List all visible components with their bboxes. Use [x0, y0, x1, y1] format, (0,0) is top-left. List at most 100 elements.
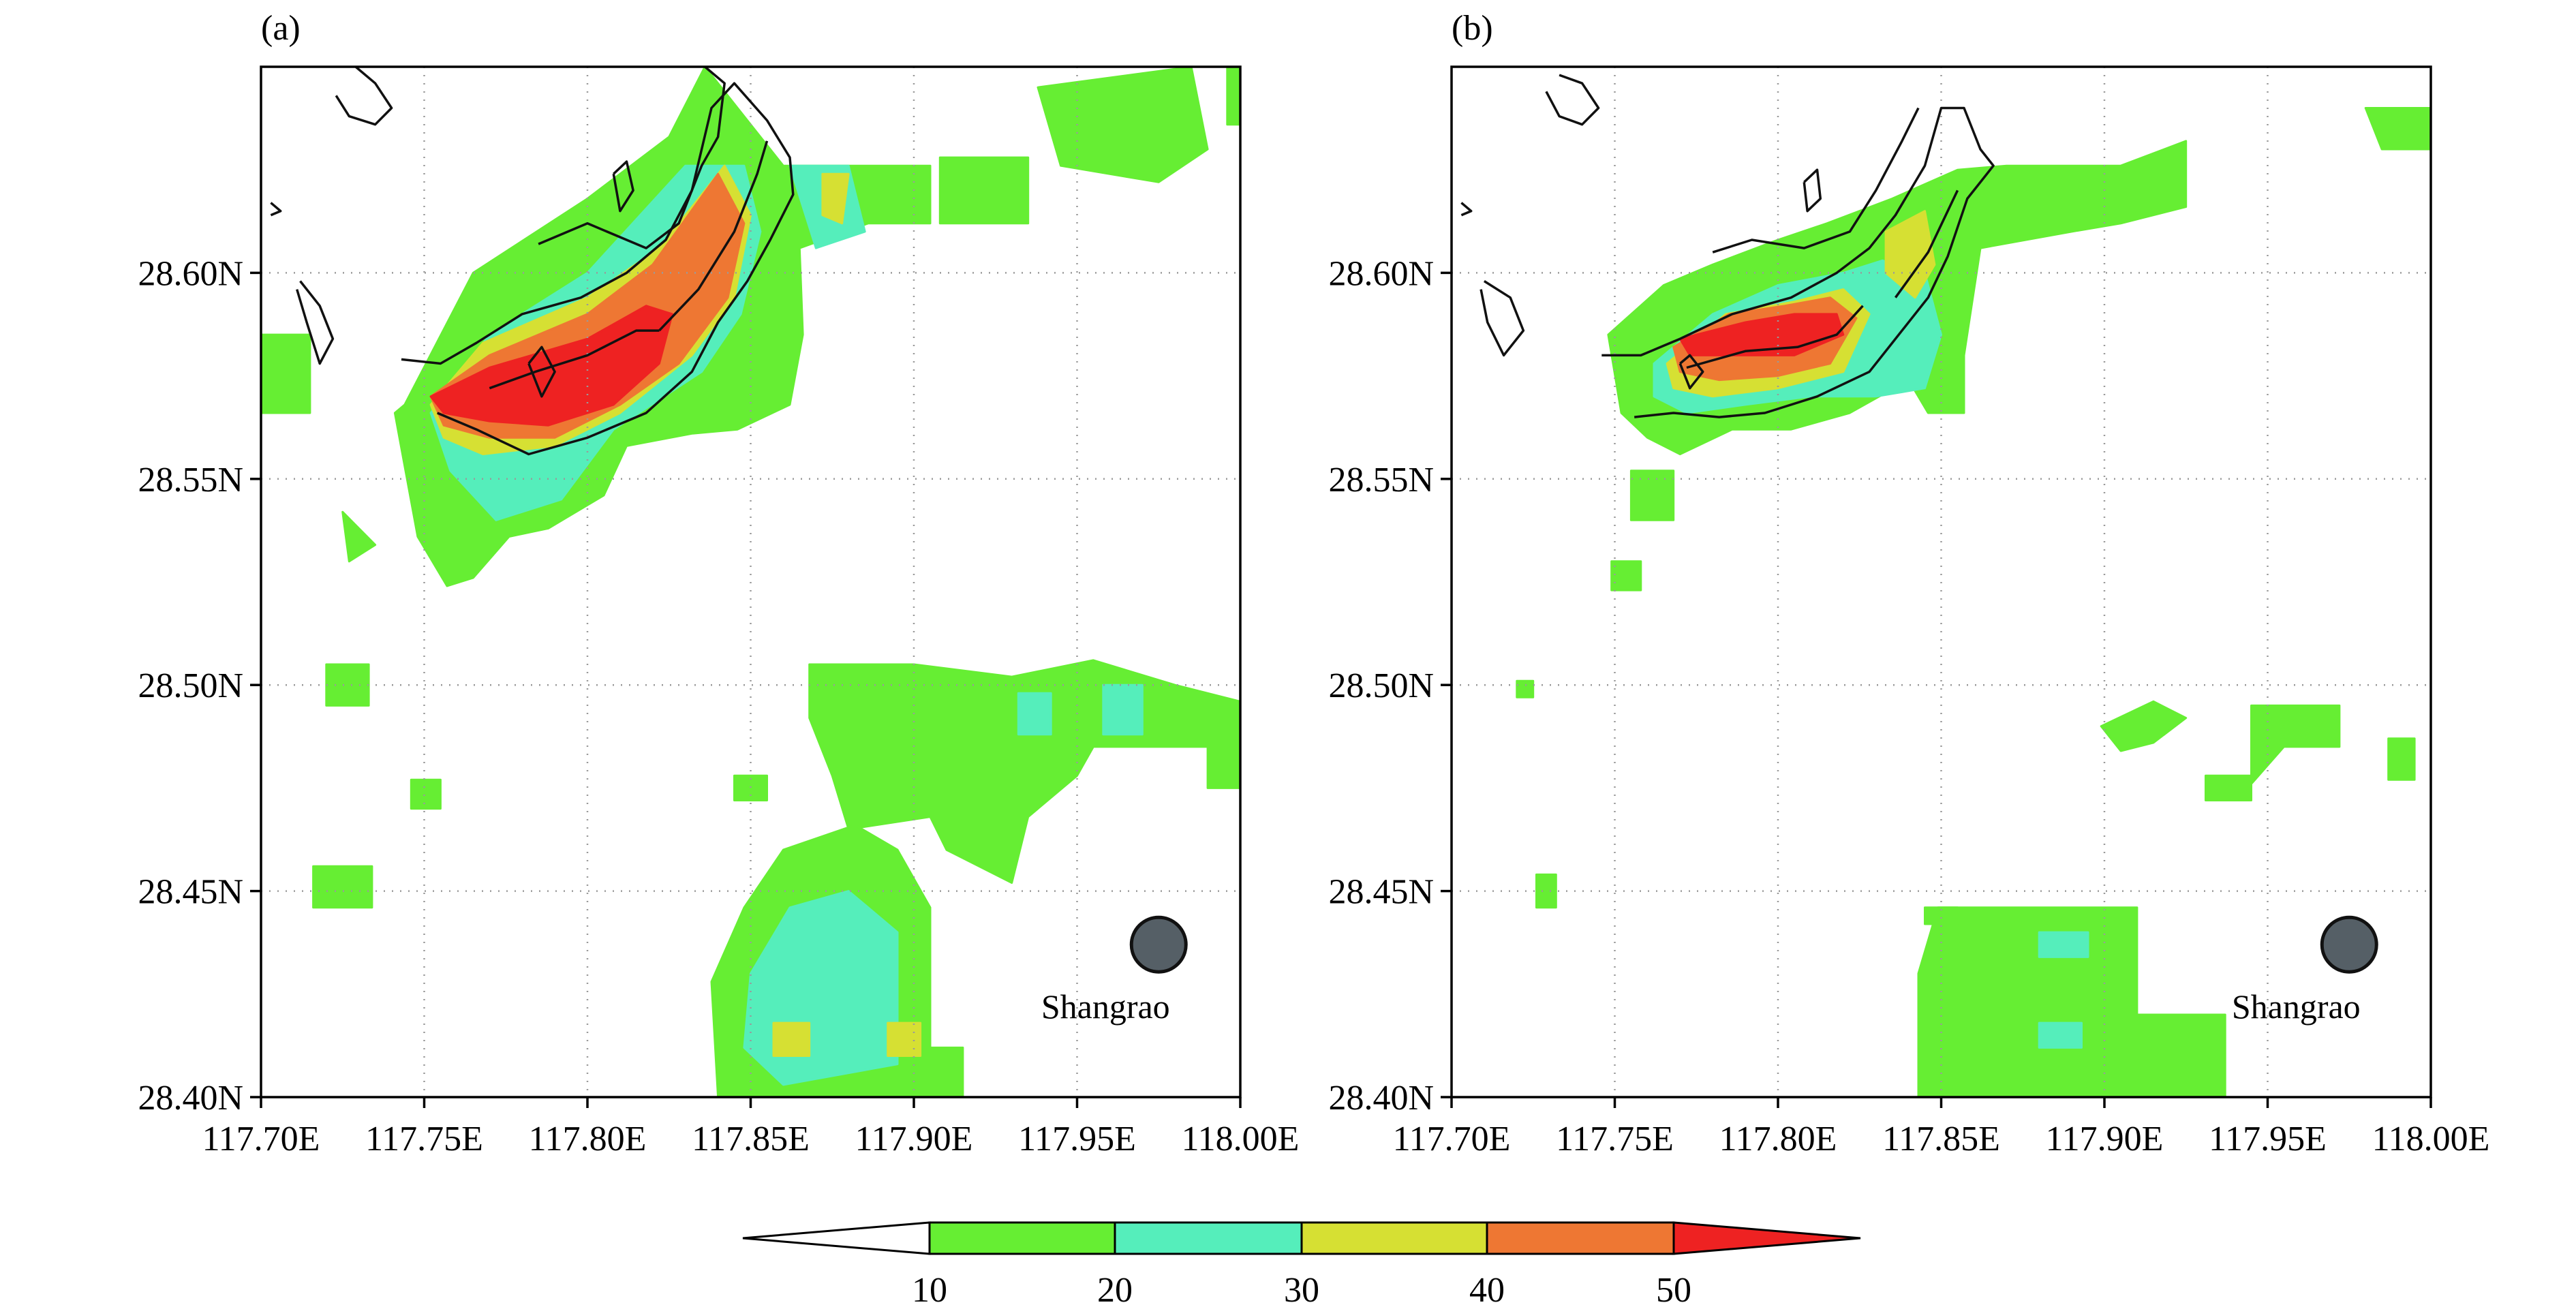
colorbar-segment	[928, 1221, 1116, 1255]
y-tick-label: 28.55N	[138, 461, 243, 499]
panel-label: (b)	[1452, 9, 1493, 48]
coastline	[612, 160, 634, 213]
x-tick-label: 117.70E	[1393, 1120, 1511, 1158]
precip-level-1-zone	[312, 865, 373, 909]
coastline	[401, 82, 795, 456]
coastline	[270, 202, 282, 217]
precip-level-1-zone	[2100, 700, 2188, 752]
grid	[1452, 67, 2431, 1097]
coastline	[658, 140, 769, 332]
coastline	[335, 67, 393, 126]
y-tick-label: 28.45N	[138, 873, 243, 912]
precip-level-1-zone	[410, 778, 442, 810]
x-axis: 117.70E 117.75E 117.80E 117.85E 117.90E 117.9…	[202, 1097, 1300, 1158]
precip-level-1-zone	[2364, 107, 2431, 151]
colorbar-tick-label: 10	[912, 1271, 947, 1307]
station-marker-icon	[2320, 915, 2378, 974]
panel-b: 117.70E 117.75E 117.80E 117.85E 117.90E 117.9…	[1328, 9, 2489, 1158]
colorbar-tick-label: 50	[1656, 1271, 1691, 1307]
colorbar-tick-label: 30	[1284, 1271, 1319, 1307]
precip-level-1-zone	[1924, 906, 1959, 925]
precip-level-1-zone	[1629, 470, 1675, 521]
y-tick-label: 28.50N	[1328, 666, 1434, 705]
x-tick-label: 117.70E	[202, 1120, 320, 1158]
coastline	[1460, 202, 1473, 217]
coastline	[1545, 74, 1600, 126]
precip-level-1-zone	[1037, 67, 1209, 183]
precip-level-1-zone	[1917, 906, 2226, 1097]
coastline	[1479, 280, 1525, 357]
colorbar: 10 20 30 40 50	[742, 1221, 1861, 1307]
precip-level-1-zone	[733, 774, 768, 801]
precip-level-3-zone	[821, 172, 850, 225]
coastlines	[1460, 74, 1995, 418]
precip-level-3-zone	[887, 1021, 922, 1057]
precip-fill	[1516, 107, 2431, 1097]
panel-a: 117.70E 117.75E 117.80E 117.85E 117.90E 117.9…	[138, 9, 1299, 1158]
coastline	[1712, 107, 1920, 253]
colorbar-high-extend	[1672, 1221, 1861, 1255]
precip-level-1-zone	[1610, 560, 1642, 591]
x-axis: 117.70E 117.75E 117.80E 117.85E 117.90E 117.9…	[1393, 1097, 2490, 1158]
coastline	[1803, 168, 1822, 213]
y-tick-label: 28.40N	[138, 1079, 243, 1118]
y-tick-label: 28.60N	[138, 254, 243, 293]
grid	[261, 67, 1240, 1097]
y-tick-label: 28.55N	[1328, 461, 1434, 499]
precip-level-2-zone	[2038, 1021, 2083, 1049]
x-tick-label: 117.80E	[1719, 1120, 1837, 1158]
station-label: Shangrao	[1041, 987, 1170, 1026]
panels: 117.70E 117.75E 117.80E 117.85E 117.90E 117.9…	[138, 9, 2489, 1158]
y-tick-label: 28.50N	[138, 666, 243, 705]
precip-level-1-zone	[1516, 679, 1535, 698]
x-tick-label: 117.90E	[855, 1120, 973, 1158]
precip-level-1-zone	[2205, 774, 2252, 801]
colorbar-tick-label: 20	[1097, 1271, 1133, 1307]
coastline	[1678, 354, 1704, 390]
colorbar-segment	[1486, 1221, 1675, 1255]
y-axis: 28.40N 28.45N 28.50N 28.55N 28.60N	[1328, 254, 1452, 1118]
precip-level-1-zone	[1226, 67, 1240, 126]
precip-level-1-zone	[938, 156, 1030, 225]
station-marker-icon	[1129, 915, 1188, 974]
precip-level-1-zone	[1535, 873, 1557, 909]
x-tick-label: 117.80E	[529, 1120, 647, 1158]
x-tick-label: 118.00E	[2372, 1120, 2490, 1158]
x-tick-label: 118.00E	[1182, 1120, 1300, 1158]
x-tick-label: 117.90E	[2046, 1120, 2164, 1158]
colorbar-tick-label: 40	[1469, 1271, 1505, 1307]
x-tick-label: 117.85E	[1882, 1120, 2000, 1158]
coastline	[1894, 189, 1959, 298]
colorbar-low-extend	[742, 1221, 931, 1255]
x-tick-label: 117.95E	[2209, 1120, 2327, 1158]
x-tick-label: 117.75E	[365, 1120, 483, 1158]
precip-level-1-zone	[341, 510, 377, 563]
coastline	[1601, 106, 1995, 418]
precip-level-2-zone	[1102, 683, 1144, 736]
coastline	[1686, 305, 1864, 369]
precip-level-3-zone	[772, 1021, 811, 1057]
precip-level-1-zone	[2387, 737, 2416, 781]
precip-level-1-zone	[325, 663, 370, 707]
y-tick-label: 28.40N	[1328, 1079, 1434, 1118]
coastline	[296, 280, 335, 365]
precip-level-1-zone	[261, 333, 311, 414]
precip-level-3-zone	[1884, 210, 1936, 299]
coastline	[538, 67, 726, 249]
precip-level-1-zone	[2250, 704, 2341, 785]
x-tick-label: 117.95E	[1018, 1120, 1136, 1158]
coastlines	[270, 67, 795, 456]
coastline	[489, 329, 660, 390]
panel-label: (a)	[261, 9, 301, 48]
x-tick-label: 117.85E	[692, 1120, 810, 1158]
y-tick-label: 28.60N	[1328, 254, 1434, 293]
y-axis: 28.40N 28.45N 28.50N 28.55N 28.60N	[138, 254, 261, 1118]
coastline	[527, 345, 556, 398]
precip-level-2-zone	[2038, 931, 2089, 958]
station-label: Shangrao	[2232, 987, 2361, 1026]
colorbar-segment	[1114, 1221, 1303, 1255]
x-tick-label: 117.75E	[1556, 1120, 1674, 1158]
colorbar-segment	[1300, 1221, 1488, 1255]
y-tick-label: 28.45N	[1328, 873, 1434, 912]
